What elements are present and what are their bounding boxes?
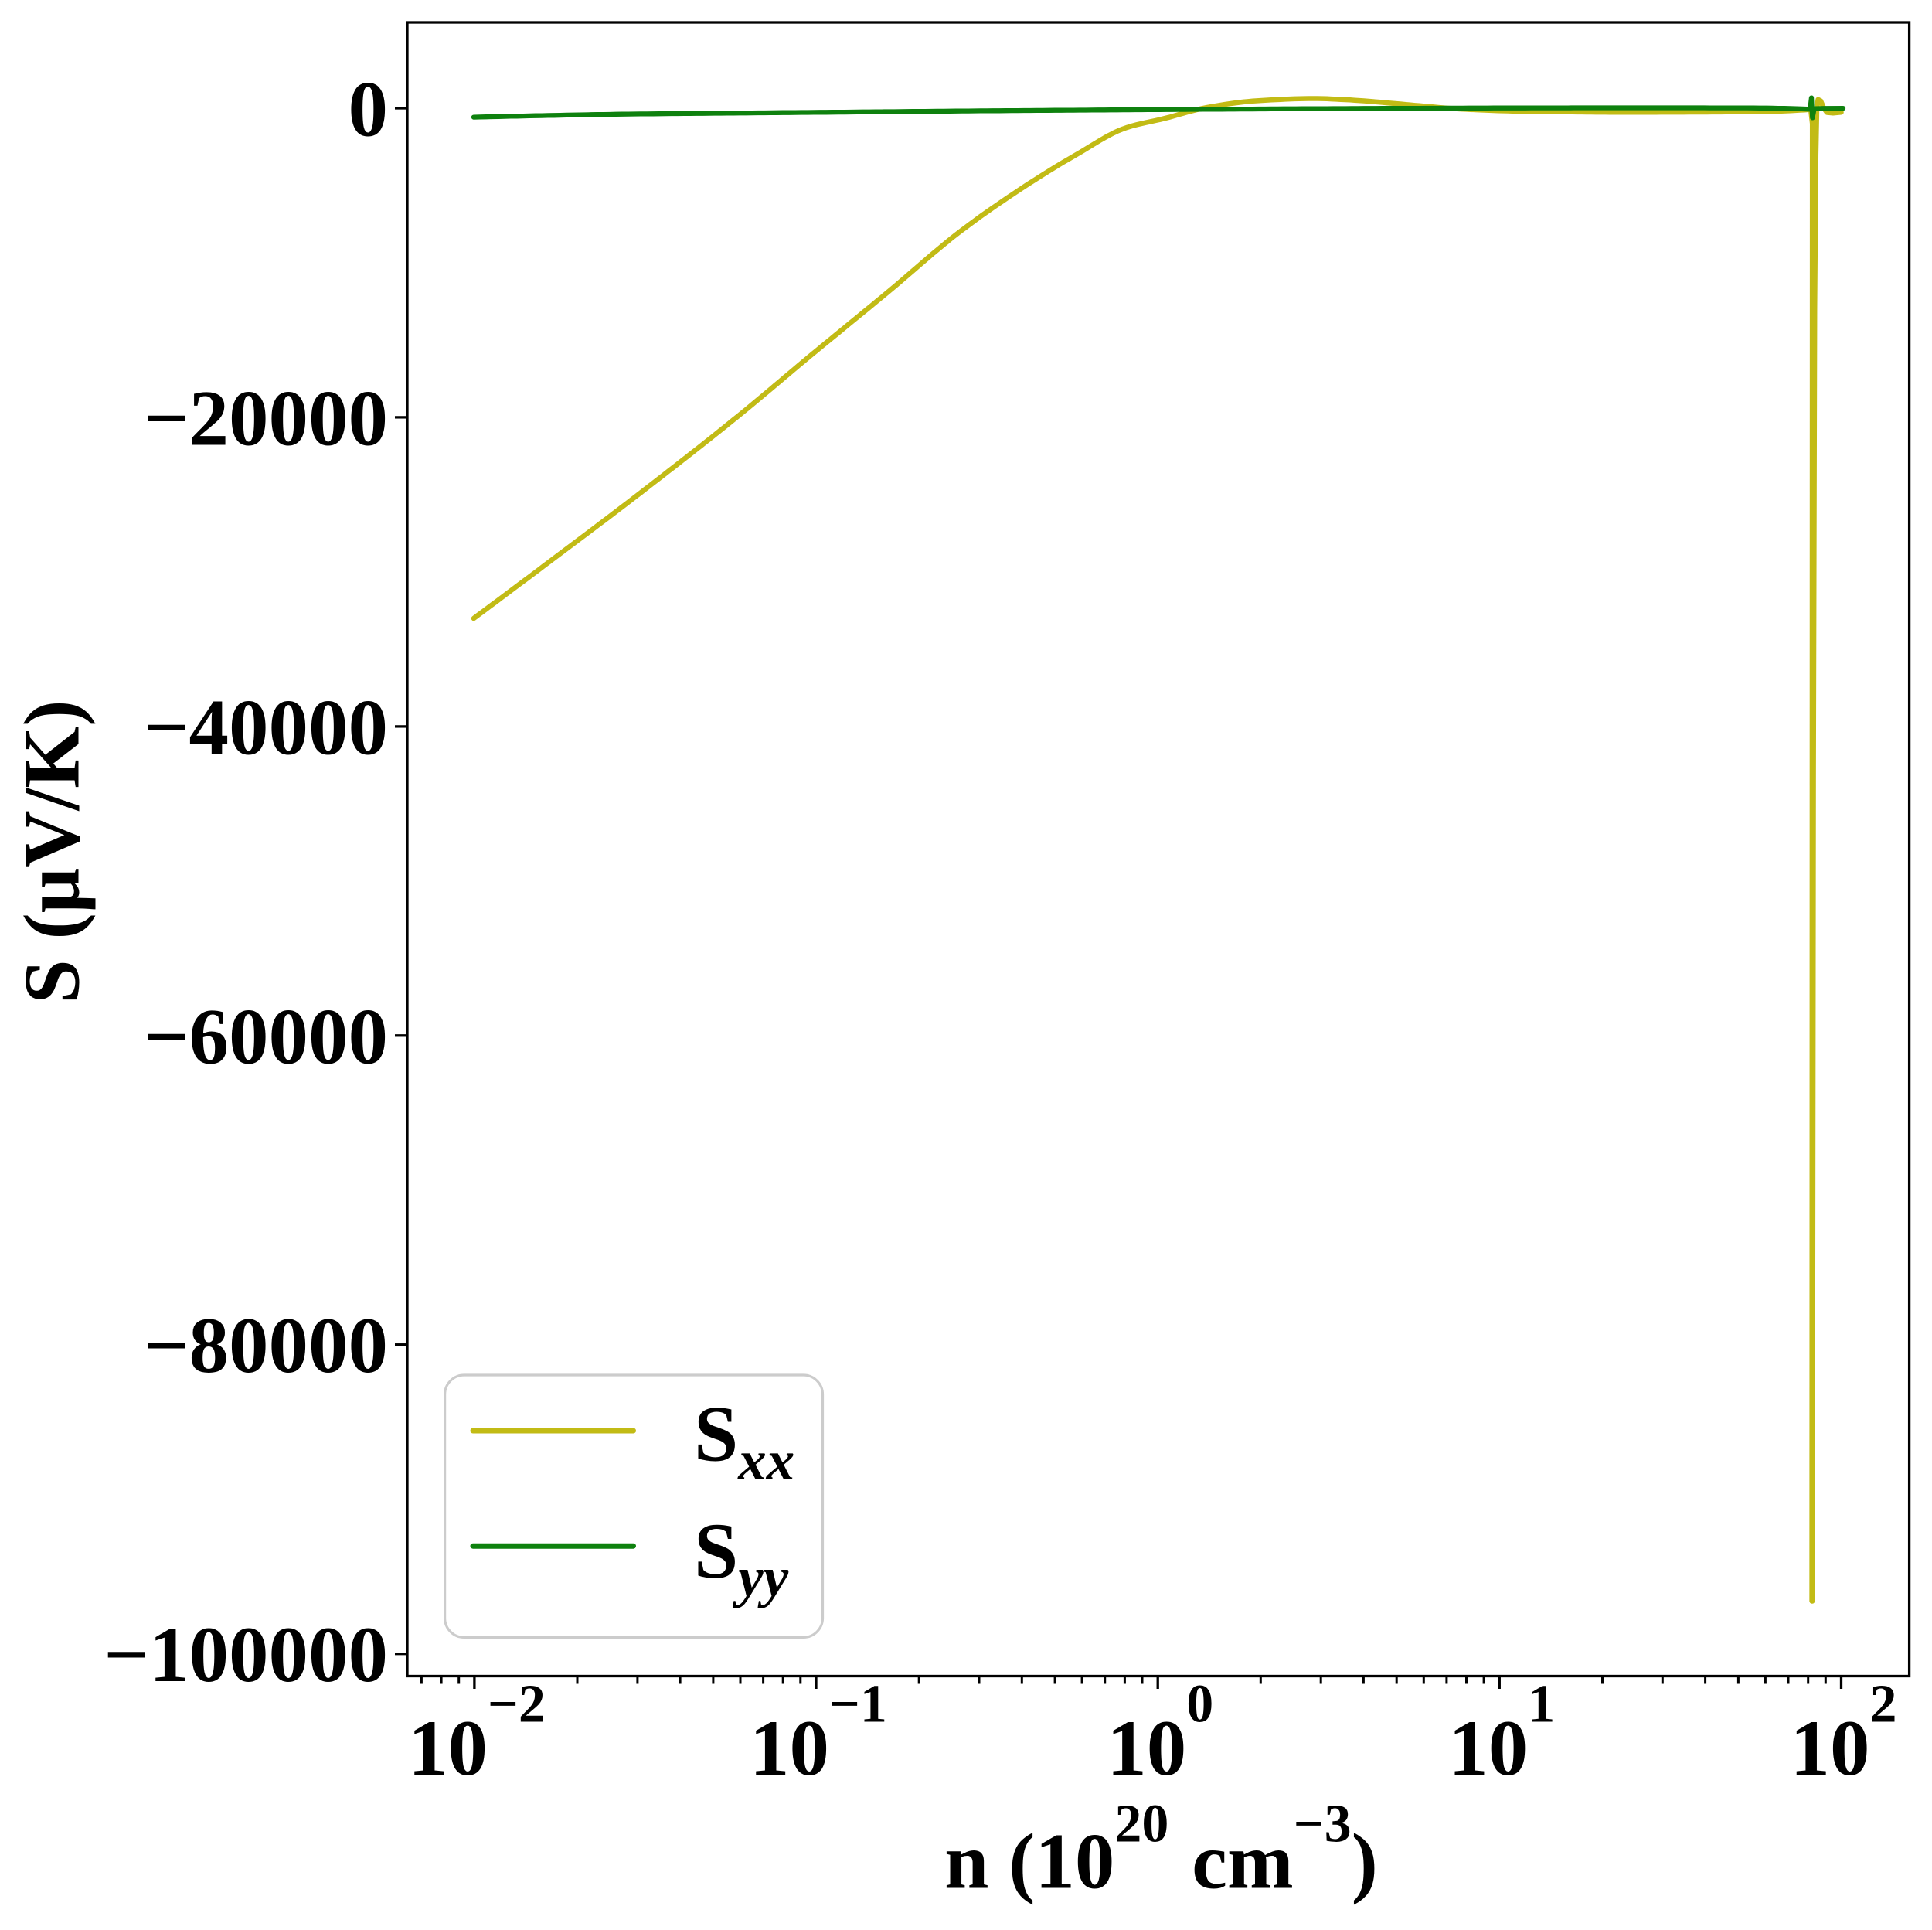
svg-text:−100000: −100000	[104, 1611, 388, 1699]
svg-text:−60000: −60000	[144, 992, 388, 1081]
svg-text:−20000: −20000	[144, 374, 388, 462]
svg-text:−80000: −80000	[144, 1302, 388, 1390]
svg-text:0: 0	[349, 66, 389, 154]
svg-text:S (μV/K): S (μV/K)	[9, 699, 97, 1003]
svg-text:−40000: −40000	[144, 683, 388, 771]
